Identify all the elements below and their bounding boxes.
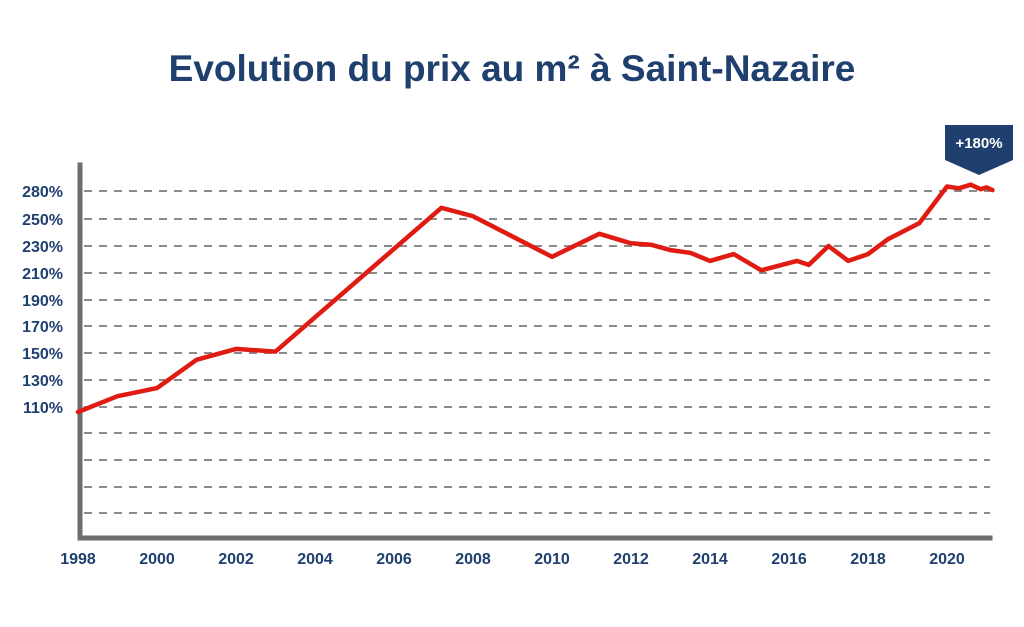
x-tick-label: 2004 <box>297 551 333 568</box>
x-tick-label: 2002 <box>218 551 254 568</box>
x-tick-label: 2008 <box>455 551 491 568</box>
x-tick-labels: 1998 2000 2002 2004 2006 2008 2010 2012 2014 2016… <box>60 551 965 568</box>
growth-badge-shape <box>945 125 1013 175</box>
x-tick-label: 2020 <box>929 551 965 568</box>
x-tick-label: 2018 <box>850 551 886 568</box>
series-lines <box>75 182 995 415</box>
chart-title: Evolution du prix au m² à Saint-Nazaire <box>168 48 856 89</box>
growth-badge-label: +180% <box>955 135 1002 152</box>
x-tick-label: 2010 <box>534 551 570 568</box>
y-tick-label: 190% <box>22 293 63 310</box>
y-tick-labels: 110% 130% 150% 170% 190% 210% 230% 250% 280% <box>22 184 63 417</box>
series-line <box>75 182 995 415</box>
x-tick-label: 2000 <box>139 551 175 568</box>
y-tick-label: 130% <box>22 373 63 390</box>
growth-badge: +180% <box>945 125 1013 175</box>
y-tick-label: 150% <box>22 346 63 363</box>
y-tick-label: 210% <box>22 266 63 283</box>
x-tick-label: 2012 <box>613 551 649 568</box>
axes <box>77 162 993 541</box>
x-tick-label: 2014 <box>692 551 728 568</box>
grid-lines <box>84 190 990 514</box>
y-tick-label: 110% <box>23 400 63 417</box>
x-tick-label: 2006 <box>376 551 412 568</box>
y-tick-label: 230% <box>22 239 63 256</box>
y-tick-label: 280% <box>22 184 63 201</box>
x-tick-label: 2016 <box>771 551 807 568</box>
y-tick-label: 170% <box>22 319 63 336</box>
x-tick-label: 1998 <box>60 551 96 568</box>
y-tick-label: 250% <box>22 212 63 229</box>
